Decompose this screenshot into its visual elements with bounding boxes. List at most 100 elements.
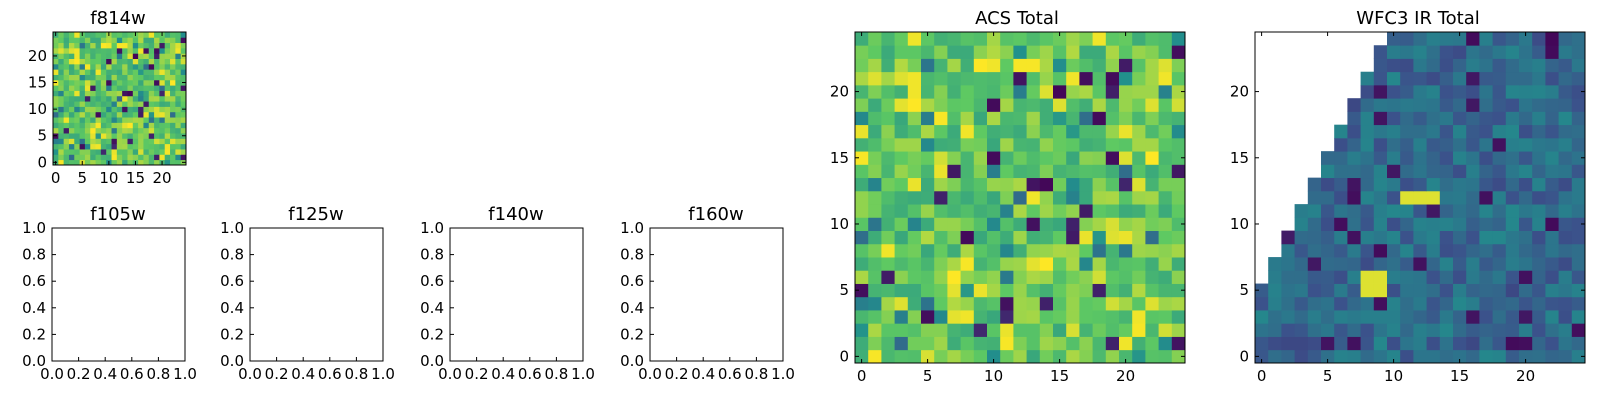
heatmap-cell — [180, 95, 187, 102]
heatmap-cell — [1400, 45, 1414, 59]
heatmap-cell — [53, 74, 59, 81]
x-tick-label: 0.2 — [465, 365, 489, 383]
heatmap-cell — [1119, 151, 1133, 165]
heatmap-cell — [68, 154, 75, 161]
heatmap-cell — [1466, 204, 1480, 218]
heatmap-cell — [934, 204, 948, 218]
y-tick-label: 0.0 — [220, 352, 244, 370]
heatmap-cell — [1079, 270, 1093, 284]
heatmap-cell — [100, 101, 107, 107]
heatmap-cell — [170, 149, 176, 155]
heatmap-cell — [894, 111, 909, 126]
heatmap-cell — [1158, 177, 1173, 192]
heatmap-cell — [1079, 164, 1093, 179]
y-ticks: 0.00.20.40.60.81.0 — [220, 219, 254, 370]
heatmap-cell — [1026, 111, 1041, 126]
heatmap-cell — [148, 32, 155, 38]
heatmap-cell — [74, 79, 80, 86]
heatmap-cell — [1013, 296, 1027, 311]
heatmap-cell — [960, 71, 975, 86]
heatmap-cell — [1255, 283, 1269, 298]
heatmap-cell — [973, 283, 988, 298]
heatmap-cell — [100, 117, 107, 123]
heatmap-cell — [79, 63, 86, 70]
heatmap-cell — [973, 32, 988, 46]
heatmap-cell — [1119, 84, 1133, 99]
heatmap-cell — [1519, 111, 1533, 126]
axes-frame — [1254, 31, 1586, 364]
heatmap-cell — [175, 47, 182, 54]
heatmap-cell — [1532, 323, 1546, 337]
heatmap-cell — [1000, 45, 1014, 59]
heatmap-cell — [960, 45, 975, 59]
heatmap-cell — [1532, 217, 1546, 231]
heatmap-cell — [1413, 84, 1427, 99]
heatmap-cell — [1053, 45, 1067, 59]
heatmap-cell — [881, 177, 895, 192]
heatmap-cell — [180, 149, 187, 155]
heatmap-cell — [907, 336, 922, 351]
heatmap-cell — [868, 45, 882, 59]
heatmap-cell — [1532, 283, 1546, 298]
heatmap-cell — [175, 133, 182, 139]
heatmap-cell — [79, 133, 86, 139]
heatmap-cell — [53, 138, 59, 145]
heatmap-cell — [84, 143, 91, 150]
heatmap-cell — [122, 42, 128, 49]
heatmap-cell — [68, 101, 75, 107]
heatmap-cell — [1387, 230, 1401, 245]
heatmap-cell — [148, 47, 155, 54]
heatmap-cell — [1039, 124, 1054, 139]
heatmap-cell — [79, 79, 86, 86]
heatmap-cell — [1079, 349, 1093, 364]
heatmap-cell — [1294, 204, 1309, 218]
heatmap-cell — [84, 90, 91, 97]
x-tick-label: 15 — [126, 169, 145, 187]
heatmap-cell — [1334, 164, 1348, 179]
heatmap-cell — [68, 143, 75, 150]
heatmap-cell — [1000, 204, 1014, 218]
heatmap-cell — [1026, 283, 1041, 298]
heatmap-cell — [1158, 310, 1173, 324]
heatmap-cell — [84, 101, 91, 107]
heatmap-cell — [1053, 84, 1067, 99]
heatmap-cell — [1519, 177, 1533, 192]
heatmap-cell — [116, 149, 123, 155]
heatmap-cell — [1519, 296, 1533, 311]
heatmap-cell — [855, 45, 869, 59]
heatmap-cell — [106, 111, 112, 118]
y-tick-label: 0.8 — [22, 246, 46, 264]
heatmap-cell — [1479, 310, 1493, 324]
heatmap-cell — [934, 71, 948, 86]
heatmap-cell — [1026, 323, 1041, 337]
heatmap-cell — [1294, 283, 1309, 298]
heatmap-cell — [143, 133, 150, 139]
heatmap-cell — [1092, 270, 1107, 284]
heatmap-cell — [894, 45, 909, 59]
heatmap-cell — [79, 95, 86, 102]
heatmap-cell — [934, 58, 948, 73]
heatmap-cell — [1145, 58, 1159, 73]
heatmap-cell — [116, 138, 123, 145]
heatmap-cell — [934, 323, 948, 337]
heatmap-cell — [1413, 257, 1427, 271]
heatmap-cell — [1347, 137, 1361, 152]
heatmap-cell — [127, 154, 134, 161]
heatmap-cell — [1492, 323, 1507, 337]
heatmap-cell — [1158, 257, 1173, 271]
heatmap-cell — [907, 84, 922, 99]
heatmap-cell — [1453, 151, 1467, 165]
heatmap-cell — [90, 111, 96, 118]
heatmap-cell — [148, 122, 155, 129]
heatmap-cell — [1519, 217, 1533, 231]
heatmap-cell — [1453, 323, 1467, 337]
heatmap-cell — [1558, 164, 1573, 179]
heatmap-cell — [947, 71, 961, 86]
heatmap-cell — [1453, 177, 1467, 192]
heatmap-cell — [1426, 257, 1441, 271]
heatmap-cell — [855, 243, 869, 258]
heatmap-cell — [154, 127, 160, 134]
heatmap-cell — [111, 90, 118, 97]
heatmap-cell — [1400, 270, 1414, 284]
heatmap-cell — [1387, 283, 1401, 298]
